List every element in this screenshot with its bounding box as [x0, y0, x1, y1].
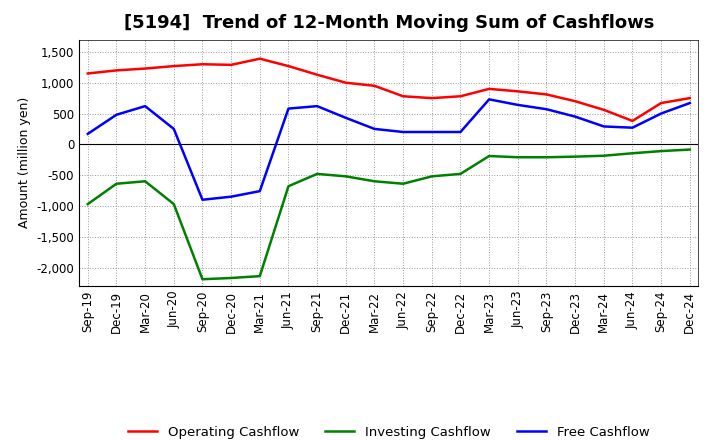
Operating Cashflow [256, 56, 264, 61]
Operating Cashflow [657, 100, 665, 106]
Operating Cashflow [685, 95, 694, 101]
Free Cashflow [600, 124, 608, 129]
Free Cashflow [513, 102, 522, 107]
Investing Cashflow [456, 171, 465, 176]
Investing Cashflow [571, 154, 580, 159]
Free Cashflow [485, 97, 493, 102]
Free Cashflow [312, 103, 321, 109]
Free Cashflow [428, 129, 436, 135]
Investing Cashflow [198, 277, 207, 282]
Operating Cashflow [600, 107, 608, 113]
Free Cashflow [284, 106, 293, 111]
Free Cashflow [657, 111, 665, 116]
Investing Cashflow [485, 154, 493, 159]
Operating Cashflow [628, 118, 636, 124]
Operating Cashflow [399, 94, 408, 99]
Operating Cashflow [312, 72, 321, 77]
Operating Cashflow [542, 92, 551, 97]
Free Cashflow [571, 114, 580, 119]
Free Cashflow [456, 129, 465, 135]
Investing Cashflow [141, 179, 150, 184]
Free Cashflow [141, 103, 150, 109]
Investing Cashflow [513, 154, 522, 160]
Investing Cashflow [84, 202, 92, 207]
Investing Cashflow [256, 274, 264, 279]
Investing Cashflow [428, 174, 436, 179]
Investing Cashflow [399, 181, 408, 187]
Free Cashflow [84, 131, 92, 136]
Free Cashflow [198, 197, 207, 202]
Operating Cashflow [428, 95, 436, 101]
Investing Cashflow [284, 183, 293, 189]
Investing Cashflow [227, 275, 235, 281]
Investing Cashflow [628, 150, 636, 156]
Free Cashflow [112, 112, 121, 117]
Investing Cashflow [169, 202, 178, 207]
Investing Cashflow [112, 181, 121, 187]
Y-axis label: Amount (million yen): Amount (million yen) [18, 97, 31, 228]
Free Cashflow [169, 126, 178, 132]
Investing Cashflow [312, 171, 321, 176]
Investing Cashflow [370, 179, 379, 184]
Operating Cashflow [227, 62, 235, 67]
Operating Cashflow [84, 71, 92, 76]
Free Cashflow [370, 126, 379, 132]
Free Cashflow [628, 125, 636, 130]
Line: Investing Cashflow: Investing Cashflow [88, 150, 690, 279]
Operating Cashflow [341, 80, 350, 85]
Operating Cashflow [169, 63, 178, 69]
Operating Cashflow [513, 89, 522, 94]
Line: Operating Cashflow: Operating Cashflow [88, 59, 690, 121]
Investing Cashflow [657, 148, 665, 154]
Free Cashflow [685, 100, 694, 106]
Operating Cashflow [112, 68, 121, 73]
Operating Cashflow [456, 94, 465, 99]
Operating Cashflow [485, 86, 493, 92]
Free Cashflow [399, 129, 408, 135]
Free Cashflow [341, 115, 350, 121]
Investing Cashflow [542, 154, 551, 160]
Operating Cashflow [571, 99, 580, 104]
Operating Cashflow [284, 63, 293, 69]
Title: [5194]  Trend of 12-Month Moving Sum of Cashflows: [5194] Trend of 12-Month Moving Sum of C… [124, 15, 654, 33]
Investing Cashflow [685, 147, 694, 152]
Operating Cashflow [141, 66, 150, 71]
Legend: Operating Cashflow, Investing Cashflow, Free Cashflow: Operating Cashflow, Investing Cashflow, … [123, 421, 654, 440]
Operating Cashflow [198, 62, 207, 67]
Investing Cashflow [600, 153, 608, 158]
Free Cashflow [256, 188, 264, 194]
Operating Cashflow [370, 83, 379, 88]
Line: Free Cashflow: Free Cashflow [88, 99, 690, 200]
Free Cashflow [542, 106, 551, 112]
Free Cashflow [227, 194, 235, 199]
Investing Cashflow [341, 174, 350, 179]
